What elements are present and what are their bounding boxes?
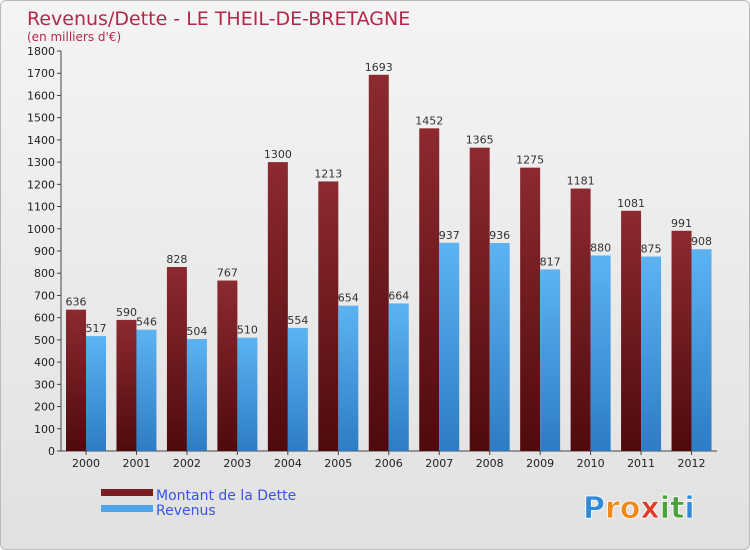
y-tick-label: 800	[34, 267, 55, 280]
bar-revenus	[590, 255, 611, 451]
bar-dette	[166, 267, 187, 451]
y-tick-label: 1500	[27, 112, 55, 125]
y-tick-label: 1700	[27, 67, 55, 80]
bar-dette	[217, 280, 238, 451]
legend-label-dette: Montant de la Dette	[156, 488, 296, 504]
x-tick-label: 2010	[577, 457, 605, 470]
data-label-revenus: 880	[590, 241, 611, 254]
chart-subtitle: (en milliers d'€)	[27, 30, 121, 44]
data-label-dette: 1081	[617, 197, 645, 210]
bar-dette	[419, 128, 440, 451]
x-tick-label: 2004	[274, 457, 302, 470]
y-tick-label: 200	[34, 401, 55, 414]
y-tick-label: 600	[34, 312, 55, 325]
x-tick-label: 2011	[627, 457, 655, 470]
x-tick-label: 2007	[425, 457, 453, 470]
y-tick-label: 1300	[27, 156, 55, 169]
bar-revenus	[86, 336, 106, 451]
y-tick-label: 1600	[27, 89, 55, 102]
y-tick-label: 1400	[27, 134, 55, 147]
y-tick-label: 100	[34, 423, 55, 436]
bar-dette	[469, 147, 490, 451]
bar-dette	[671, 230, 692, 451]
data-label-dette: 1693	[365, 61, 393, 74]
proxiti-logo: Proxiti	[583, 491, 696, 527]
data-label-dette: 1300	[264, 148, 292, 161]
data-label-revenus: 817	[540, 255, 561, 268]
bar-revenus	[287, 327, 308, 451]
bar-dette	[570, 188, 591, 452]
data-label-revenus: 936	[489, 229, 510, 242]
y-tick-label: 1000	[27, 223, 55, 236]
data-label-revenus: 664	[388, 289, 409, 302]
data-label-revenus: 554	[287, 314, 308, 327]
legend-label-revenus: Revenus	[156, 503, 216, 519]
data-label-dette: 1181	[567, 175, 595, 188]
x-tick-label: 2005	[324, 457, 352, 470]
data-label-dette: 1275	[516, 154, 544, 167]
bar-dette	[116, 319, 137, 451]
bar-revenus	[237, 337, 258, 451]
legend-swatch-revenus	[101, 505, 153, 512]
y-tick-label: 500	[34, 334, 55, 347]
proxiti-logo-text: Proxiti	[583, 491, 695, 526]
data-label-dette: 1213	[314, 167, 342, 180]
y-tick-label: 900	[34, 245, 55, 258]
data-label-revenus: 875	[641, 243, 662, 256]
legend-swatch-dette	[101, 489, 153, 496]
x-tick-label: 2012	[678, 457, 706, 470]
y-tick-label: 0	[48, 445, 55, 458]
data-label-revenus: 908	[691, 235, 712, 248]
x-tick-label: 2006	[375, 457, 403, 470]
data-label-revenus: 546	[136, 316, 157, 329]
data-label-revenus: 517	[86, 322, 107, 335]
bar-dette	[66, 309, 86, 451]
y-tick-label: 400	[34, 356, 55, 369]
x-tick-label: 2000	[72, 457, 100, 470]
bar-revenus	[136, 329, 157, 451]
bar-revenus	[691, 249, 712, 451]
bar-revenus	[489, 243, 510, 451]
bar-dette	[368, 74, 389, 452]
bar-revenus	[641, 256, 662, 451]
bar-revenus	[439, 242, 460, 451]
data-label-revenus: 510	[237, 324, 258, 337]
bar-dette	[318, 181, 339, 451]
bar-dette	[267, 162, 288, 451]
chart-title: Revenus/Dette - LE THEIL-DE-BRETAGNE	[27, 8, 410, 30]
data-label-dette: 828	[166, 253, 187, 266]
y-tick-label: 1100	[27, 201, 55, 214]
bar-dette	[520, 167, 541, 451]
data-label-revenus: 937	[439, 229, 460, 242]
bar-revenus	[338, 305, 359, 451]
y-tick-label: 1800	[27, 45, 55, 58]
data-label-dette: 991	[671, 217, 692, 230]
y-tick-label: 1200	[27, 178, 55, 191]
y-tick-label: 700	[34, 289, 55, 302]
x-tick-label: 2009	[526, 457, 554, 470]
x-tick-label: 2002	[173, 457, 201, 470]
bar-dette	[621, 210, 642, 451]
y-tick-label: 300	[34, 378, 55, 391]
data-label-dette: 767	[217, 267, 238, 280]
data-label-dette: 1365	[466, 134, 494, 147]
x-tick-label: 2003	[223, 457, 251, 470]
bar-revenus	[388, 303, 409, 451]
axes: 0 100 200 300 400 500 600 700 800 900 1000 1100 1200…	[27, 45, 717, 470]
bar-revenus	[540, 269, 561, 451]
x-tick-label: 2001	[122, 457, 150, 470]
data-label-dette: 636	[66, 296, 87, 309]
data-label-dette: 590	[116, 306, 137, 319]
x-tick-label: 2008	[476, 457, 504, 470]
data-label-revenus: 504	[186, 325, 207, 338]
data-label-dette: 1452	[415, 114, 443, 127]
bar-revenus	[186, 339, 207, 451]
legend: Montant de la Dette Revenus	[101, 488, 296, 519]
data-label-revenus: 654	[338, 292, 359, 305]
